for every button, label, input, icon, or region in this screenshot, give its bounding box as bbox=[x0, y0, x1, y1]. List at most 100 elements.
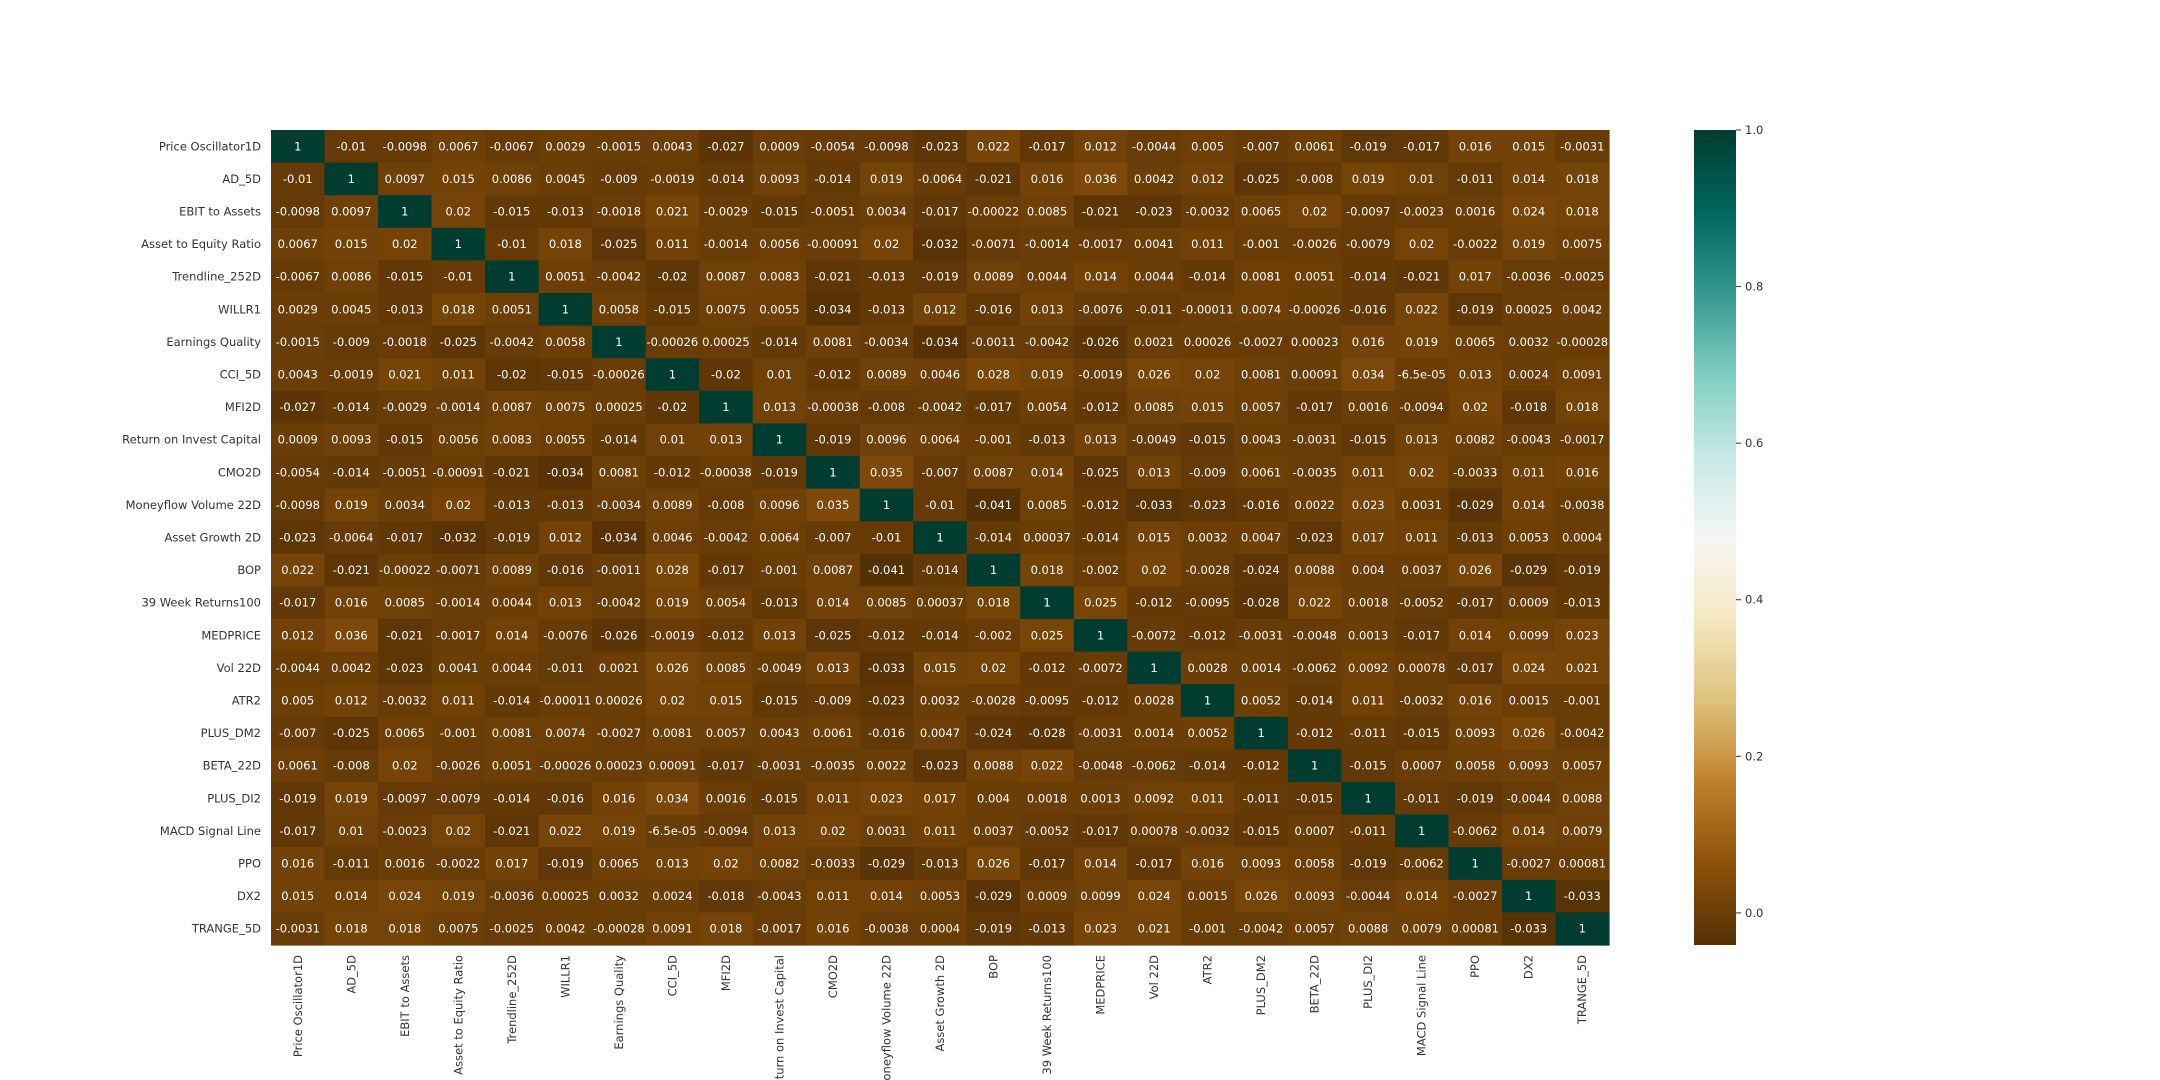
heatmap-cell bbox=[1127, 260, 1182, 294]
heatmap-cell bbox=[538, 488, 593, 522]
heatmap-cell bbox=[1127, 488, 1182, 522]
heatmap-cell bbox=[485, 847, 540, 881]
heatmap-cell bbox=[859, 162, 914, 196]
cell-value-label: 0.0081 bbox=[813, 335, 853, 349]
cell-value-label: -0.0042 bbox=[918, 400, 962, 414]
cell-value-label: 0.019 bbox=[656, 596, 689, 610]
heatmap-cell bbox=[431, 651, 486, 685]
heatmap-cell bbox=[913, 325, 968, 359]
cell-value-label: 0.035 bbox=[870, 465, 903, 479]
x-tick-label: PLUS_DI2 bbox=[1361, 955, 1375, 1009]
cell-value-label: 0.016 bbox=[335, 596, 368, 610]
cell-value-label: 0.011 bbox=[1191, 237, 1224, 251]
cell-value-label: -0.0054 bbox=[811, 139, 855, 153]
y-tick-label: TRANGE_5D bbox=[191, 922, 261, 936]
heatmap-cell bbox=[1555, 293, 1610, 327]
cell-value-label: 0.0043 bbox=[759, 726, 799, 740]
heatmap-cell bbox=[271, 716, 326, 750]
cell-value-label: -0.0038 bbox=[1560, 498, 1604, 512]
heatmap-cell bbox=[1234, 325, 1289, 359]
heatmap-cell bbox=[1020, 456, 1075, 490]
heatmap-cell bbox=[1287, 619, 1342, 653]
heatmap-cell bbox=[1234, 814, 1289, 848]
cell-value-label: 0.02 bbox=[1302, 205, 1328, 219]
heatmap-cell bbox=[324, 749, 379, 783]
heatmap-cell bbox=[752, 684, 807, 718]
cell-value-label: -0.019 bbox=[1350, 857, 1387, 871]
cell-value-label: 0.0018 bbox=[1027, 791, 1067, 805]
heatmap-cell bbox=[1020, 325, 1075, 359]
cell-value-label: 0.012 bbox=[1084, 139, 1117, 153]
heatmap-cell bbox=[699, 619, 754, 653]
cell-value-label: 0.019 bbox=[870, 172, 903, 186]
cell-value-label: 0.0044 bbox=[492, 596, 532, 610]
cell-value-label: -0.0031 bbox=[1239, 628, 1283, 642]
cell-value-label: -0.0095 bbox=[1025, 694, 1069, 708]
heatmap-cell bbox=[1073, 358, 1128, 392]
cell-value-label: 0.0055 bbox=[545, 433, 585, 447]
cell-value-label: -0.013 bbox=[1564, 596, 1601, 610]
cell-value-label: 0.02 bbox=[1409, 237, 1435, 251]
cell-value-label: 0.019 bbox=[335, 791, 368, 805]
heatmap-cell bbox=[1073, 390, 1128, 424]
heatmap-cell bbox=[538, 390, 593, 424]
cell-value-label: -0.007 bbox=[921, 465, 958, 479]
x-tick-label: MEDPRICE bbox=[1094, 955, 1108, 1015]
cell-value-label: -0.015 bbox=[386, 433, 423, 447]
heatmap-cell bbox=[378, 912, 433, 946]
cell-value-label: 1 bbox=[1579, 922, 1586, 936]
heatmap-cell bbox=[271, 619, 326, 653]
heatmap-cell bbox=[1234, 912, 1289, 946]
x-tick-label: MFI2D bbox=[719, 955, 733, 991]
cell-value-label: 0.0085 bbox=[385, 596, 425, 610]
heatmap-cell bbox=[1234, 130, 1289, 164]
cell-value-label: 0.021 bbox=[1566, 661, 1599, 675]
heatmap-cell bbox=[1448, 814, 1503, 848]
cell-value-label: -0.012 bbox=[654, 465, 691, 479]
cell-value-label: -0.024 bbox=[1243, 563, 1280, 577]
heatmap-cell bbox=[538, 814, 593, 848]
cell-value-label: 0.028 bbox=[656, 563, 689, 577]
heatmap-cell bbox=[806, 456, 861, 490]
cell-value-label: 0.02 bbox=[446, 824, 472, 838]
x-tick-label: Trendline_252D bbox=[505, 955, 519, 1045]
cell-value-label: 0.015 bbox=[335, 237, 368, 251]
cell-value-label: 0.00023 bbox=[595, 759, 643, 773]
heatmap-cell bbox=[538, 195, 593, 229]
heatmap-cell bbox=[271, 749, 326, 783]
y-tick-label: MACD Signal Line bbox=[160, 824, 261, 838]
cell-value-label: 0.0032 bbox=[1187, 531, 1227, 545]
heatmap-cell bbox=[324, 912, 379, 946]
cell-value-label: 0.0013 bbox=[1080, 791, 1120, 805]
heatmap-cell bbox=[1448, 553, 1503, 587]
heatmap-cell bbox=[1020, 227, 1075, 261]
cell-value-label: -0.015 bbox=[1296, 791, 1333, 805]
cell-value-label: -0.023 bbox=[1296, 531, 1333, 545]
heatmap-cell bbox=[645, 325, 700, 359]
heatmap-cell bbox=[1073, 912, 1128, 946]
heatmap-cell bbox=[378, 456, 433, 490]
cell-value-label: -0.014 bbox=[761, 335, 798, 349]
heatmap-cell bbox=[1020, 847, 1075, 881]
cell-value-label: -0.014 bbox=[600, 433, 637, 447]
cell-value-label: -0.0064 bbox=[918, 172, 962, 186]
heatmap-cell bbox=[913, 749, 968, 783]
heatmap-cell bbox=[806, 130, 861, 164]
x-tick-label: Price Oscillator1D bbox=[291, 955, 305, 1057]
cell-value-label: -0.0017 bbox=[757, 922, 801, 936]
heatmap-cell bbox=[913, 423, 968, 457]
heatmap-cell bbox=[1287, 423, 1342, 457]
heatmap-cell bbox=[966, 847, 1021, 881]
heatmap-cell bbox=[431, 684, 486, 718]
heatmap-cell bbox=[966, 227, 1021, 261]
heatmap-cell bbox=[1234, 423, 1289, 457]
heatmap-cell bbox=[913, 521, 968, 555]
cell-value-label: 0.0004 bbox=[920, 922, 960, 936]
cell-value-label: 0.0079 bbox=[1562, 824, 1602, 838]
heatmap-cell bbox=[378, 814, 433, 848]
cell-value-label: 0.013 bbox=[1031, 302, 1064, 316]
cell-value-label: -0.012 bbox=[868, 628, 905, 642]
heatmap-cell bbox=[752, 879, 807, 913]
cell-value-label: 0.00026 bbox=[1184, 335, 1232, 349]
heatmap-cell bbox=[431, 358, 486, 392]
